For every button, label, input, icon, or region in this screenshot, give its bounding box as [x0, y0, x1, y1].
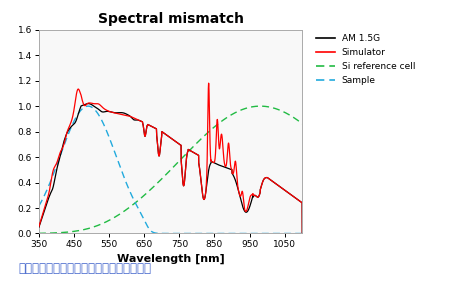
Legend: AM 1.5G, Simulator, Si reference cell, Sample: AM 1.5G, Simulator, Si reference cell, S… [315, 32, 417, 87]
Text: 图一、太阳模拟器光谱和电池的光谱响应图: 图一、太阳模拟器光谱和电池的光谱响应图 [18, 262, 151, 275]
X-axis label: Wavelength [nm]: Wavelength [nm] [117, 254, 224, 264]
Title: Spectral mismatch: Spectral mismatch [98, 12, 244, 26]
